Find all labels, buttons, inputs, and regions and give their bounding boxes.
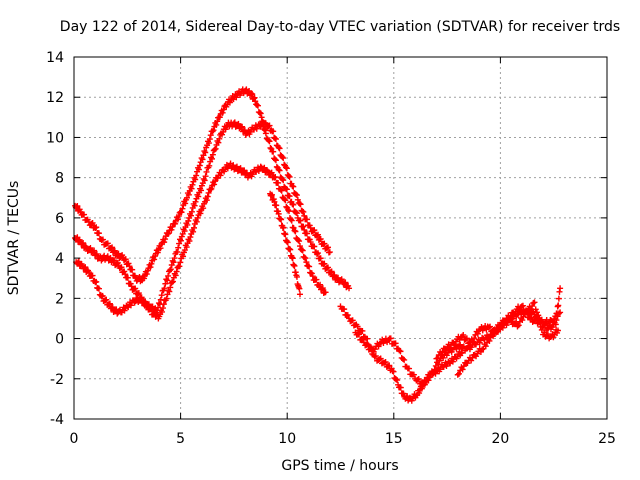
data-point: [277, 186, 284, 193]
data-point: [126, 263, 133, 270]
x-axis-label: GPS time / hours: [281, 458, 398, 474]
data-series: [72, 86, 564, 404]
data-point: [275, 144, 282, 151]
data-point: [531, 299, 538, 306]
data-point: [85, 269, 92, 276]
data-point: [207, 186, 214, 193]
x-tick-label: 20: [491, 431, 509, 447]
x-tick-label: 25: [598, 431, 616, 447]
data-point: [122, 271, 129, 278]
series-arc-7: [433, 285, 564, 362]
data-point: [307, 239, 314, 246]
data-point: [554, 327, 561, 334]
data-point: [371, 353, 378, 360]
data-point: [303, 259, 310, 266]
data-point: [301, 212, 308, 219]
y-tick-label: 6: [55, 211, 64, 227]
series-arc-3: [73, 160, 329, 322]
data-point: [166, 267, 173, 274]
data-point: [252, 98, 259, 105]
plot-frame: [73, 56, 608, 420]
data-point: [314, 251, 321, 258]
y-tick-label: 0: [55, 332, 64, 348]
data-point: [275, 166, 282, 173]
data-point: [454, 371, 461, 378]
x-tick-label: 10: [278, 431, 296, 447]
data-point: [296, 243, 303, 250]
y-tick-label: 10: [46, 130, 64, 146]
chart-title: Day 122 of 2014, Sidereal Day-to-day VTE…: [60, 19, 620, 35]
x-tick-label: 0: [70, 431, 79, 447]
data-point: [314, 232, 321, 239]
x-tick-label: 15: [385, 431, 403, 447]
data-point: [346, 285, 353, 292]
y-axis-label: SDTVAR / TECUs: [6, 181, 22, 296]
data-point: [557, 309, 564, 316]
y-tick-label: 8: [55, 171, 64, 187]
data-point: [192, 198, 199, 205]
data-point: [262, 130, 269, 137]
data-point: [514, 323, 521, 330]
tick-labels: 0 5 10 15 20 25 -4 -2 0 2 4 6 8 10 12 14: [46, 50, 616, 447]
axis-ticks: [73, 56, 608, 420]
data-point: [326, 249, 333, 256]
data-point: [557, 285, 564, 292]
series-arc-2: [72, 119, 333, 316]
y-tick-label: 4: [55, 251, 64, 267]
y-tick-label: -4: [50, 412, 64, 428]
x-tick-label: 5: [176, 431, 185, 447]
data-point: [296, 291, 303, 298]
series-arc-8: [454, 299, 561, 378]
data-point: [322, 289, 329, 296]
data-point: [194, 214, 201, 221]
data-point: [209, 128, 216, 135]
grid-lines: [74, 57, 607, 419]
y-tick-label: -2: [50, 372, 64, 388]
y-tick-label: 12: [46, 90, 64, 106]
data-point: [196, 162, 203, 169]
data-point: [301, 226, 308, 233]
y-tick-label: 14: [46, 50, 64, 66]
data-point: [294, 196, 301, 203]
data-point: [527, 315, 534, 322]
series-arc-4: [267, 190, 303, 298]
data-point: [309, 273, 316, 280]
y-tick-label: 2: [55, 291, 64, 307]
data-point: [354, 323, 361, 330]
